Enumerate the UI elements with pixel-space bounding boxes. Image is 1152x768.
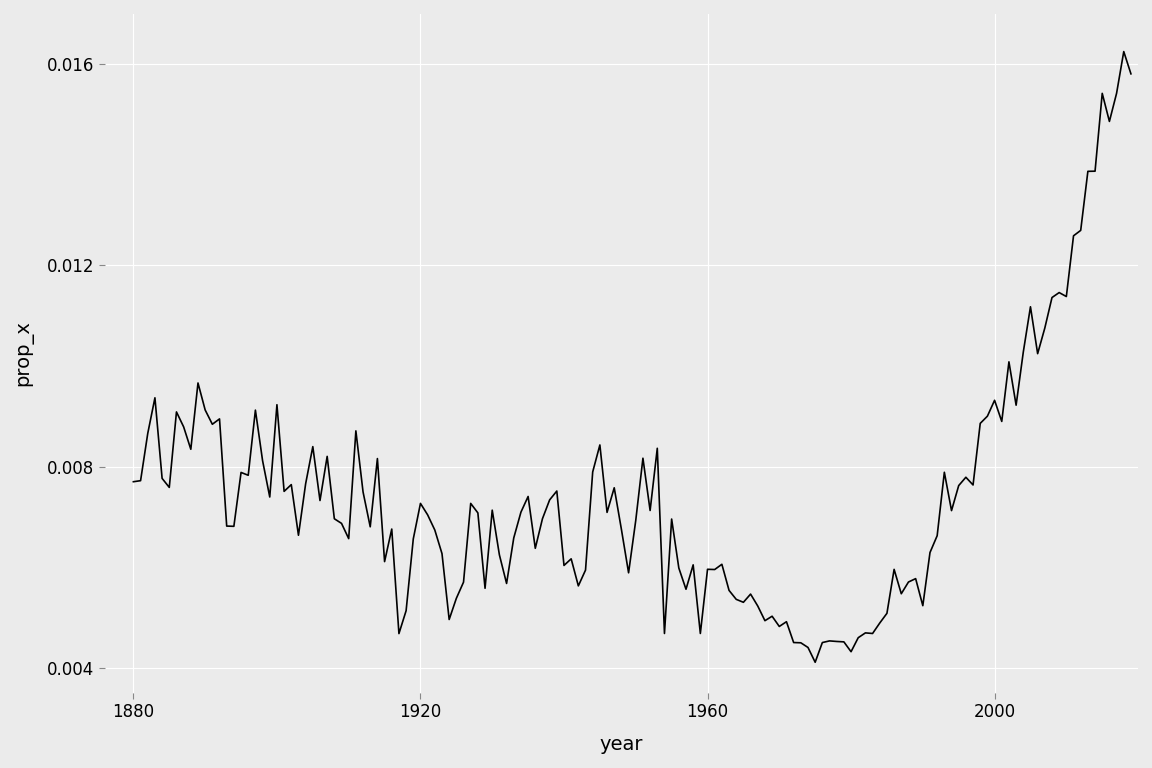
- X-axis label: year: year: [600, 735, 643, 754]
- Y-axis label: prop_x: prop_x: [14, 320, 33, 386]
